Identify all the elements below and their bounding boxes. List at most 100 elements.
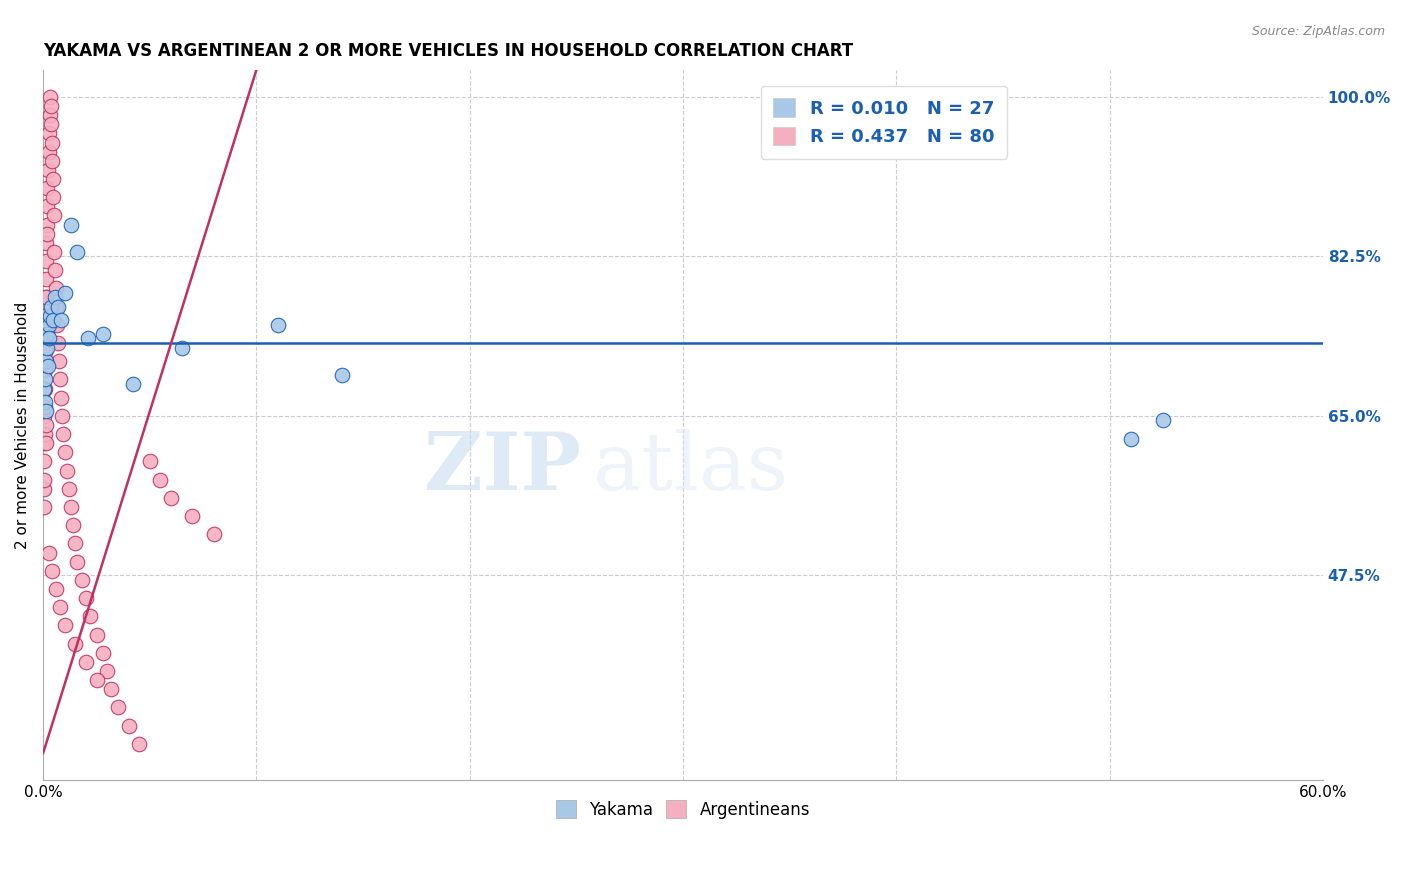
Point [139, 454, 162, 468]
Point [41, 564, 63, 578]
Point [34, 345, 56, 359]
Point [34, 400, 56, 414]
Point [100, 682, 122, 697]
Text: Source: ZipAtlas.com: Source: ZipAtlas.com [1251, 25, 1385, 38]
Point [267, 318, 290, 332]
Point [32, 473, 55, 487]
Point [53, 445, 76, 459]
Point [121, 376, 143, 391]
Point [32, 500, 55, 514]
Point [37, 326, 59, 341]
Point [160, 491, 183, 505]
Point [51, 313, 73, 327]
Point [38, 318, 60, 332]
Point [34, 363, 56, 377]
Point [32, 409, 55, 423]
Point [330, 368, 353, 382]
Point [39, 117, 62, 131]
Point [42, 190, 65, 204]
Point [42, 244, 65, 259]
Point [49, 372, 72, 386]
Point [48, 354, 70, 368]
Point [149, 473, 172, 487]
Point [75, 591, 97, 605]
Point [52, 427, 75, 442]
Point [70, 573, 93, 587]
Point [46, 318, 69, 332]
Point [39, 300, 62, 314]
Point [35, 235, 58, 250]
Point [42, 313, 65, 327]
Point [35, 318, 58, 332]
Point [1152, 413, 1174, 427]
Point [117, 718, 139, 732]
Point [75, 655, 97, 669]
Point [38, 127, 60, 141]
Point [66, 244, 89, 259]
Point [39, 99, 62, 113]
Point [32, 436, 55, 450]
Point [35, 354, 58, 368]
Point [35, 218, 58, 232]
Point [202, 527, 225, 541]
Point [45, 582, 67, 596]
Point [42, 172, 65, 186]
Point [34, 382, 56, 396]
Point [38, 145, 60, 159]
Point [79, 609, 101, 624]
Point [59, 218, 82, 232]
Y-axis label: 2 or more Vehicles in Household: 2 or more Vehicles in Household [15, 301, 30, 549]
Point [91, 326, 114, 341]
Point [34, 326, 56, 341]
Point [181, 509, 204, 524]
Point [45, 281, 67, 295]
Point [41, 153, 63, 168]
Point [32, 482, 55, 496]
Point [86, 627, 108, 641]
Point [66, 555, 89, 569]
Point [53, 618, 76, 632]
Point [107, 700, 129, 714]
Point [42, 209, 65, 223]
Point [59, 500, 82, 514]
Point [38, 545, 60, 559]
Point [35, 199, 58, 213]
Point [38, 331, 60, 345]
Point [34, 427, 56, 442]
Point [55, 463, 77, 477]
Text: YAKAMA VS ARGENTINEAN 2 OR MORE VEHICLES IN HOUSEHOLD CORRELATION CHART: YAKAMA VS ARGENTINEAN 2 OR MORE VEHICLES… [44, 42, 853, 60]
Point [34, 309, 56, 323]
Point [35, 417, 58, 432]
Point [37, 162, 59, 177]
Point [128, 737, 150, 751]
Point [35, 290, 58, 304]
Point [91, 646, 114, 660]
Point [35, 254, 58, 268]
Point [35, 404, 58, 418]
Point [58, 482, 80, 496]
Text: ZIP: ZIP [423, 429, 581, 507]
Point [62, 518, 84, 533]
Point [46, 336, 69, 351]
Point [34, 382, 56, 396]
Point [34, 382, 56, 396]
Point [35, 272, 58, 286]
Point [35, 436, 58, 450]
Point [37, 359, 59, 373]
Legend: Yakama, Argentineans: Yakama, Argentineans [550, 794, 817, 825]
Point [38, 108, 60, 122]
Point [45, 300, 67, 314]
Point [77, 331, 100, 345]
Text: atlas: atlas [593, 429, 789, 507]
Point [41, 136, 63, 150]
Point [44, 290, 66, 304]
Point [39, 90, 62, 104]
Point [32, 454, 55, 468]
Point [44, 263, 66, 277]
Point [86, 673, 108, 687]
Point [37, 227, 59, 241]
Point [37, 181, 59, 195]
Point [53, 285, 76, 300]
Point [46, 300, 69, 314]
Point [51, 391, 73, 405]
